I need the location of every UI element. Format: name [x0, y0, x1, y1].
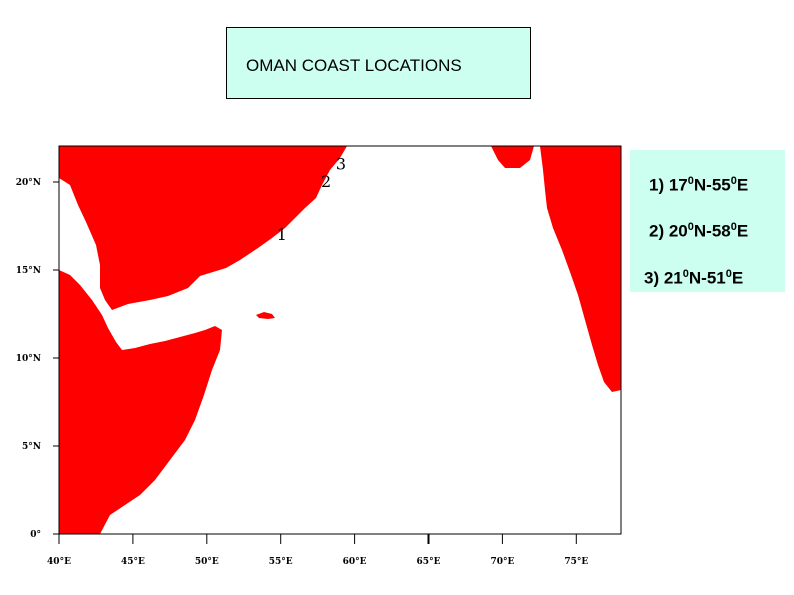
map-title: OMAN COAST LOCATIONS [246, 56, 462, 75]
lon-tick-label: 70°E [490, 557, 514, 567]
lat-tick-label: 15°N [16, 266, 41, 276]
legend-lon-hem: E [736, 175, 749, 195]
legend-lat: 20 [668, 221, 688, 241]
legend-item-3: 3) 210N-510E [644, 268, 743, 289]
location-markers: 1 23 [277, 154, 346, 243]
legend-num: 3) [644, 268, 664, 288]
coordinates-legend: 1) 170N-550E 2) 200N-580E 3) 210N-510E [630, 150, 785, 292]
legend-lon-hem: E [736, 221, 749, 241]
legend-lon-degree: 0 [730, 221, 737, 233]
horn-of-africa [59, 270, 222, 534]
lat-tick-label: 5°N [22, 442, 41, 452]
legend-lat-hem: N- [688, 268, 707, 288]
lon-tick-label: 50°E [195, 557, 219, 567]
location-label-2: 2 [321, 172, 331, 191]
lon-tick-label: 75°E [564, 557, 588, 567]
legend-lon-hem: E [731, 268, 744, 288]
lat-tick-label: 0° [30, 530, 41, 540]
legend-lon: 51 [706, 268, 726, 288]
legend-lon: 58 [711, 221, 731, 241]
gujarat-peninsula [491, 146, 534, 168]
location-label-1: 1 [277, 225, 287, 244]
lon-tick-label: 40°E [47, 557, 71, 567]
legend-lon-degree: 0 [725, 268, 732, 280]
lon-tick-label: 60°E [343, 557, 367, 567]
socotra-island [256, 312, 275, 319]
arabian-peninsula [59, 146, 347, 310]
latitude-ticks: 20°N 15°N 10°N 5°N 0° [16, 178, 59, 540]
lat-tick-label: 20°N [16, 178, 41, 188]
legend-lat: 17 [668, 175, 688, 195]
lat-tick-label: 10°N [16, 354, 41, 364]
legend-lat-degree: 0 [682, 268, 689, 280]
legend-num: 2) [649, 221, 669, 241]
legend-item-2: 2) 200N-580E [649, 221, 748, 242]
lon-tick-label: 65°E [417, 557, 441, 567]
location-label-3: 3 [336, 154, 346, 173]
lon-tick-label: 45°E [121, 557, 145, 567]
legend-lon-degree: 0 [730, 175, 737, 187]
legend-lat: 21 [663, 268, 683, 288]
indian-subcontinent [540, 146, 621, 392]
land-masses [59, 146, 621, 534]
legend-num: 1) [649, 175, 669, 195]
legend-item-1: 1) 170N-550E [649, 175, 748, 196]
legend-lon: 55 [711, 175, 731, 195]
legend-lat-hem: N- [693, 221, 712, 241]
map-frame [58, 145, 622, 535]
legend-lat-degree: 0 [687, 175, 694, 187]
title-panel: OMAN COAST LOCATIONS [226, 27, 531, 99]
legend-lat-degree: 0 [687, 221, 694, 233]
longitude-ticks: 40°E 45°E 50°E 55°E 60°E 65°E 70°E 75°E [47, 534, 588, 567]
lon-tick-label: 55°E [269, 557, 293, 567]
legend-lat-hem: N- [693, 175, 712, 195]
